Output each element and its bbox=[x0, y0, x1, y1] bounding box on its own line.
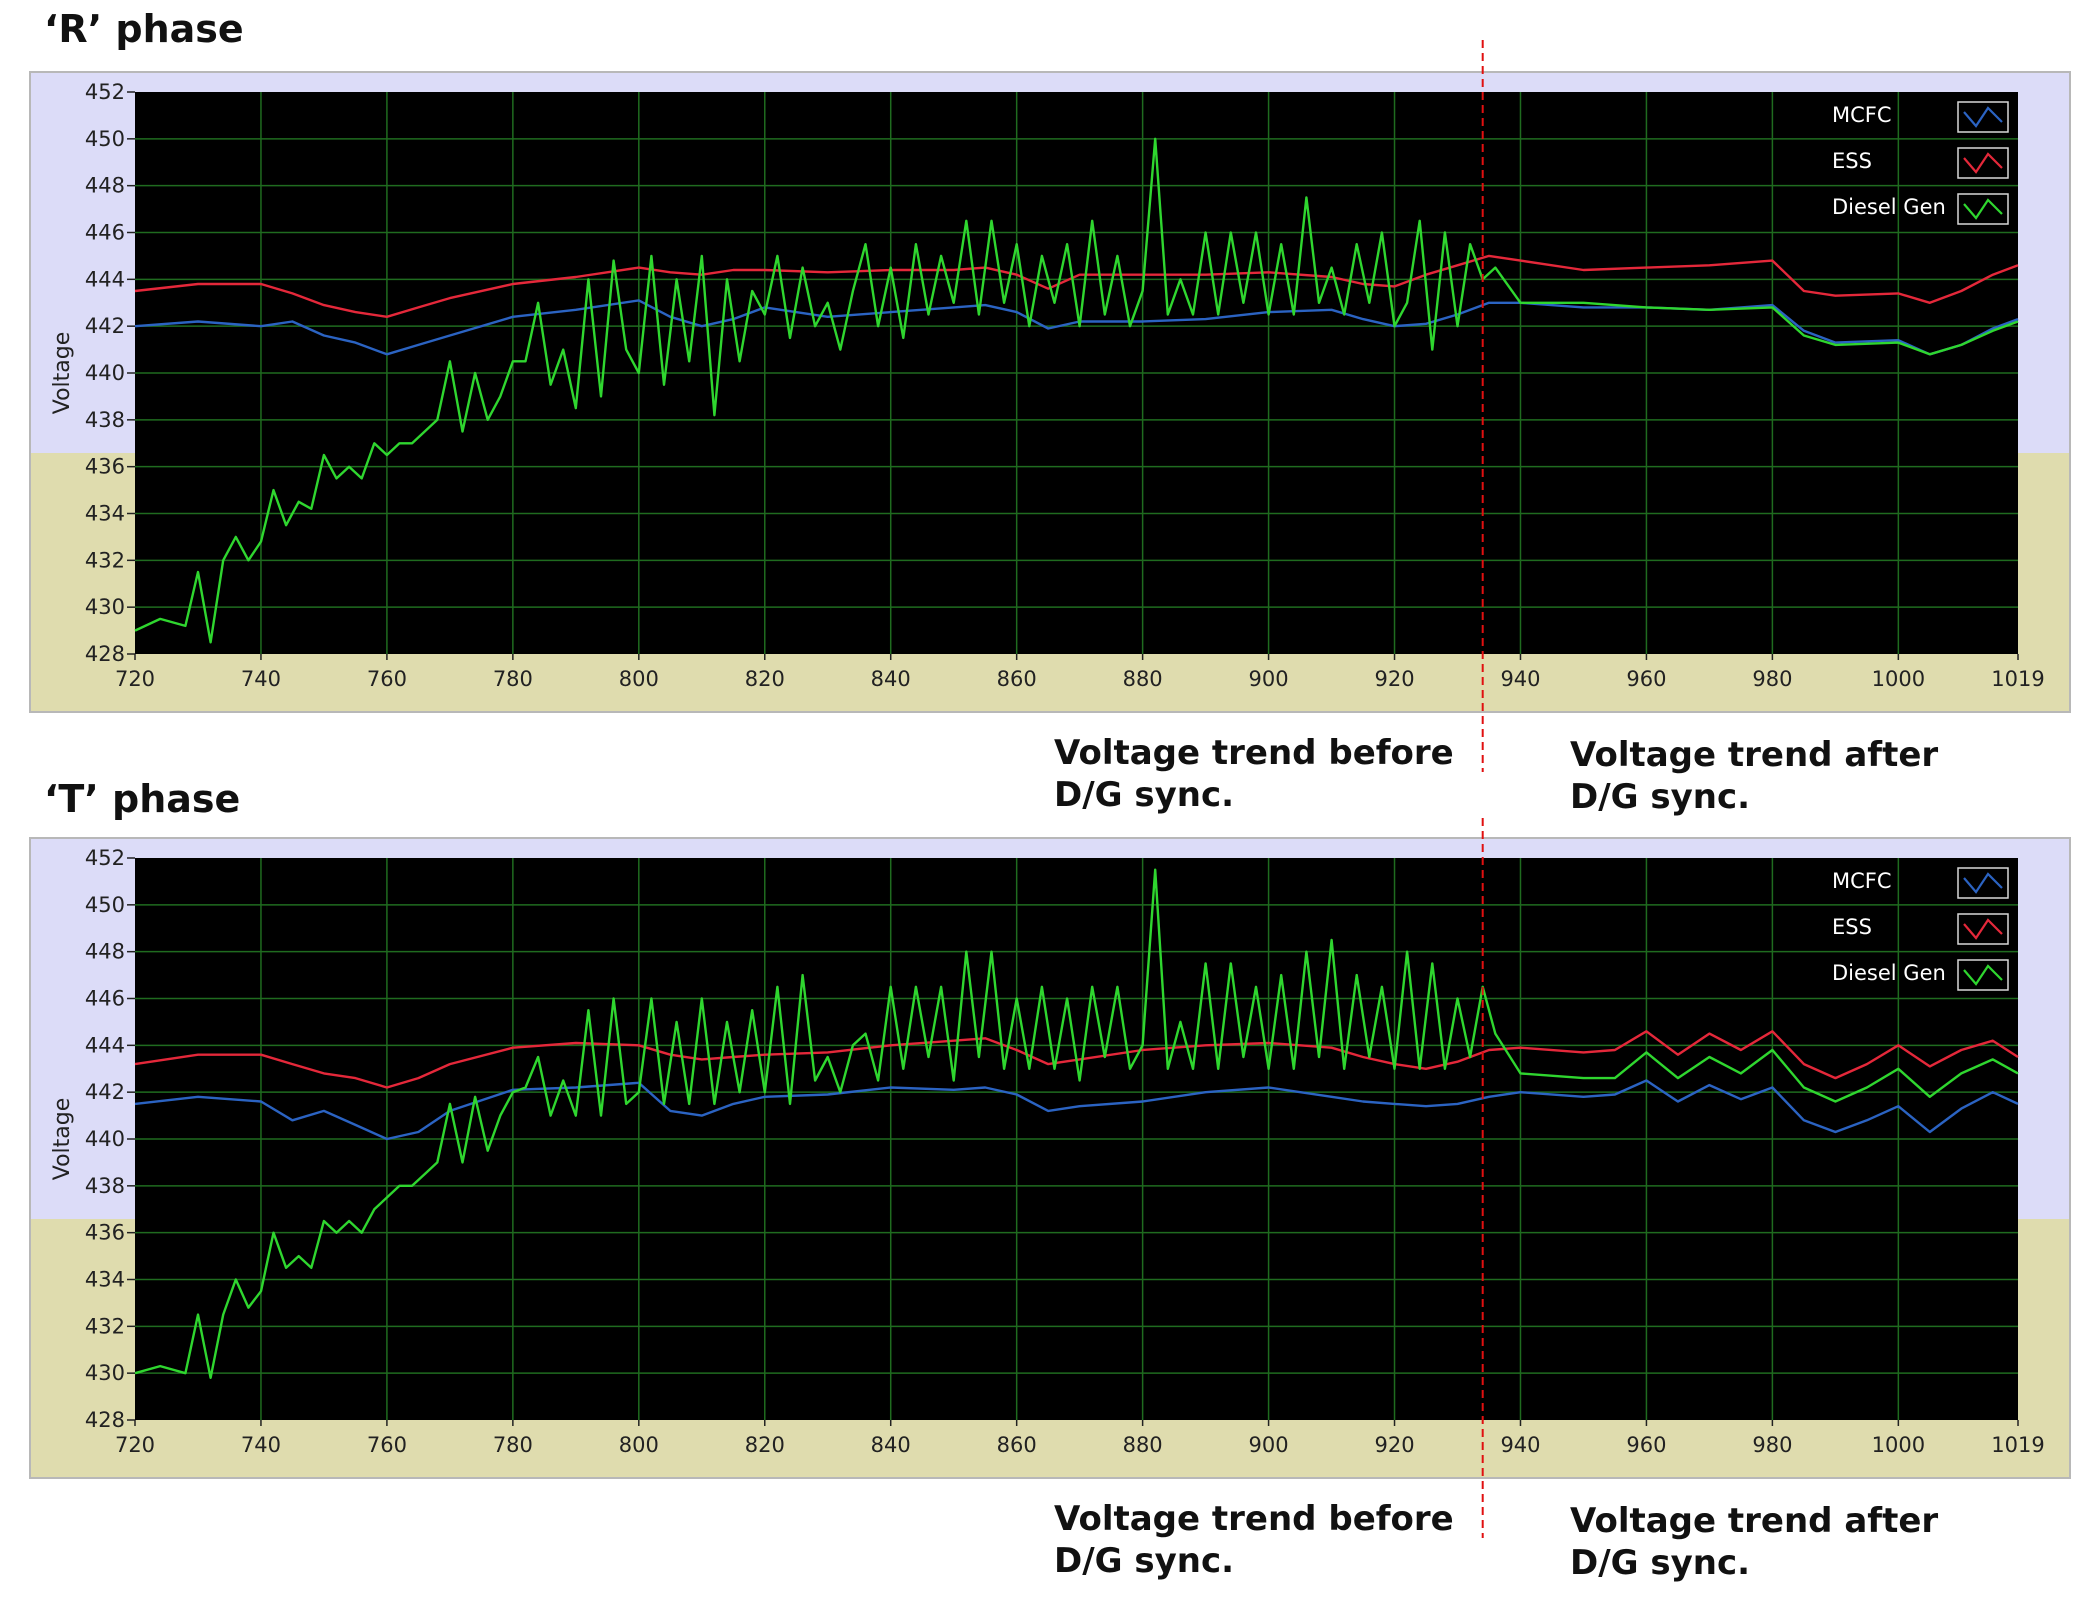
x-tick-label: 800 bbox=[619, 1433, 659, 1457]
x-tick-label: 740 bbox=[241, 1433, 281, 1457]
x-tick-label: 960 bbox=[1626, 1433, 1666, 1457]
y-tick-label: 450 bbox=[85, 127, 125, 151]
chart-title-t-phase: ‘T’ phase bbox=[44, 777, 240, 821]
x-tick-label: 880 bbox=[1123, 667, 1163, 691]
y-tick-label: 442 bbox=[85, 1080, 125, 1104]
x-tick-label: 1019 bbox=[1991, 667, 2044, 691]
y-tick-label: 440 bbox=[85, 361, 125, 385]
x-tick-label: 1000 bbox=[1872, 667, 1925, 691]
x-tick-label: 880 bbox=[1123, 1433, 1163, 1457]
y-tick-label: 440 bbox=[85, 1127, 125, 1151]
x-tick-label: 940 bbox=[1500, 667, 1540, 691]
series-line-mcfc bbox=[134, 1079, 2019, 1141]
annotation-before-line2: D/G sync. bbox=[1054, 775, 1234, 815]
y-tick-label: 452 bbox=[85, 80, 125, 104]
annotation-before-line1: Voltage trend before bbox=[1054, 733, 1454, 773]
x-tick-label: 720 bbox=[115, 1433, 155, 1457]
series-line-diesel bbox=[134, 868, 2019, 1380]
y-tick-label: 448 bbox=[85, 940, 125, 964]
x-tick-label: 900 bbox=[1249, 1433, 1289, 1457]
y-tick-label: 434 bbox=[85, 502, 125, 526]
legend-swatch-line-mcfc bbox=[1963, 106, 2003, 128]
x-tick-label: 860 bbox=[997, 1433, 1037, 1457]
y-tick-label: 434 bbox=[85, 1268, 125, 1292]
y-tick-label: 450 bbox=[85, 893, 125, 917]
x-tick-label: 1000 bbox=[1872, 1433, 1925, 1457]
x-tick-label: 760 bbox=[367, 667, 407, 691]
annotation-after-line2: D/G sync. bbox=[1570, 777, 1750, 817]
x-tick-label: 860 bbox=[997, 667, 1037, 691]
annotation-after-line1: Voltage trend after bbox=[1570, 735, 1938, 775]
x-tick-label: 1019 bbox=[1991, 1433, 2044, 1457]
annotation-before-line1-t: Voltage trend before bbox=[1054, 1499, 1454, 1539]
legend-label-mcfc: MCFC bbox=[1832, 869, 1892, 893]
y-tick-label: 436 bbox=[85, 1221, 125, 1245]
y-tick-label: 430 bbox=[85, 595, 125, 619]
legend-swatch-line-ess bbox=[1963, 152, 2003, 174]
legend-label-mcfc: MCFC bbox=[1832, 103, 1892, 127]
y-tick-label: 442 bbox=[85, 314, 125, 338]
x-tick-label: 800 bbox=[619, 667, 659, 691]
x-tick-label: 960 bbox=[1626, 667, 1666, 691]
legend-label-ess: ESS bbox=[1832, 915, 1872, 939]
x-tick-label: 780 bbox=[493, 667, 533, 691]
x-tick-label: 920 bbox=[1374, 1433, 1414, 1457]
y-axis-label: Voltage bbox=[50, 1098, 75, 1181]
x-tick-label: 820 bbox=[745, 1433, 785, 1457]
x-tick-label: 900 bbox=[1249, 667, 1289, 691]
series-line-diesel bbox=[134, 137, 2019, 644]
y-tick-label: 428 bbox=[85, 642, 125, 666]
legend-swatch-line-mcfc bbox=[1963, 872, 2003, 894]
y-tick-label: 448 bbox=[85, 174, 125, 198]
annotation-before-line2-t: D/G sync. bbox=[1054, 1541, 1234, 1581]
y-tick-label: 452 bbox=[85, 846, 125, 870]
x-tick-label: 980 bbox=[1752, 1433, 1792, 1457]
x-tick-label: 740 bbox=[241, 667, 281, 691]
chart-t-phase: 720 740 760 780 800 820 840 860 880 900 920 940 960 9… bbox=[29, 818, 2071, 1538]
y-tick-label: 444 bbox=[85, 267, 125, 291]
legend-swatch-line-diesel bbox=[1963, 198, 2003, 220]
x-tick-label: 840 bbox=[871, 667, 911, 691]
y-tick-label: 428 bbox=[85, 1408, 125, 1432]
y-tick-label: 436 bbox=[85, 455, 125, 479]
legend-swatch-line-ess bbox=[1963, 918, 2003, 940]
series-line-mcfc bbox=[134, 299, 2019, 356]
x-tick-label: 920 bbox=[1374, 667, 1414, 691]
y-tick-label: 446 bbox=[85, 987, 125, 1011]
chart-title-r-phase: ‘R’ phase bbox=[44, 7, 244, 51]
chart-r-phase: 720 740 760 780 800 820 840 860 880 900 920 940 960 9… bbox=[29, 40, 2071, 772]
y-tick-label: 432 bbox=[85, 1314, 125, 1338]
annotation-after-line1-t: Voltage trend after bbox=[1570, 1501, 1938, 1541]
x-tick-label: 940 bbox=[1500, 1433, 1540, 1457]
series-line-ess bbox=[134, 254, 2019, 318]
legend-label-ess: ESS bbox=[1832, 149, 1872, 173]
y-tick-label: 438 bbox=[85, 1174, 125, 1198]
legend-swatch-ess bbox=[1957, 147, 2009, 179]
x-tick-label: 720 bbox=[115, 667, 155, 691]
x-tick-label: 760 bbox=[367, 1433, 407, 1457]
x-tick-label: 840 bbox=[871, 1433, 911, 1457]
y-tick-label: 446 bbox=[85, 221, 125, 245]
y-tick-label: 438 bbox=[85, 408, 125, 432]
legend-swatch-line-diesel bbox=[1963, 964, 2003, 986]
x-tick-label: 780 bbox=[493, 1433, 533, 1457]
y-tick-label: 432 bbox=[85, 548, 125, 572]
legend-label-diesel: Diesel Gen bbox=[1832, 195, 1946, 219]
legend-swatch-diesel bbox=[1957, 959, 2009, 991]
annotation-after-line2-t: D/G sync. bbox=[1570, 1543, 1750, 1583]
y-axis-label: Voltage bbox=[50, 332, 75, 415]
x-tick-label: 980 bbox=[1752, 667, 1792, 691]
y-tick-label: 444 bbox=[85, 1033, 125, 1057]
x-tick-label: 820 bbox=[745, 667, 785, 691]
y-tick-label: 430 bbox=[85, 1361, 125, 1385]
legend-label-diesel: Diesel Gen bbox=[1832, 961, 1946, 985]
